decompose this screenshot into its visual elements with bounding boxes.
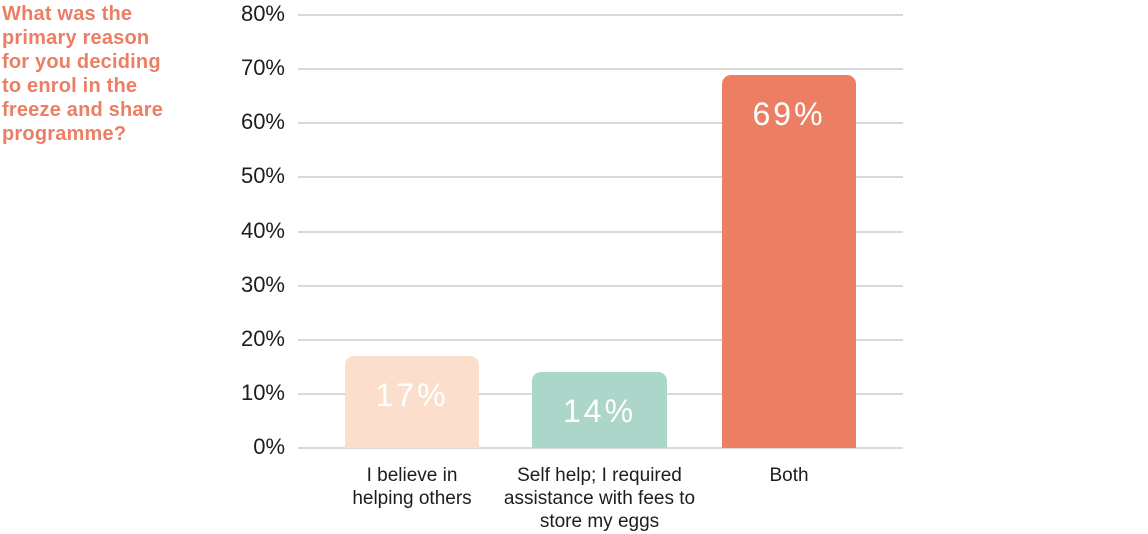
y-axis-tick-label: 70% (240, 55, 285, 81)
y-axis-tick-label: 40% (240, 217, 285, 243)
x-axis-label: Self help; I required assistance with fe… (503, 465, 696, 532)
y-axis-tick-label: 30% (240, 271, 285, 297)
chart-title: What was the primary reason for you deci… (2, 3, 164, 145)
gridline (298, 122, 903, 125)
gridline (298, 68, 903, 71)
gridline (298, 284, 903, 287)
x-axis-label: I believe in helping others (352, 465, 472, 509)
gridline (298, 447, 903, 449)
y-axis-tick-label: 0% (253, 434, 285, 459)
gridline (298, 338, 903, 341)
y-axis-tick-label: 80% (240, 1, 285, 26)
bar-value-label: 69% (752, 95, 826, 132)
y-axis-tick-label: 20% (240, 325, 285, 351)
y-axis-tick-label: 50% (240, 163, 285, 189)
bar-value-label: 17% (375, 376, 449, 413)
x-axis-label: Both (769, 465, 809, 486)
bar: 69% (722, 74, 856, 448)
gridline (298, 230, 903, 233)
bar-value-label: 14% (562, 393, 637, 430)
bar: 14% (532, 372, 667, 448)
bar: 17% (345, 355, 479, 448)
gridline (298, 176, 903, 179)
y-axis-tick-label: 10% (240, 379, 285, 405)
gridline (298, 14, 903, 16)
y-axis-tick-label: 60% (240, 109, 285, 135)
